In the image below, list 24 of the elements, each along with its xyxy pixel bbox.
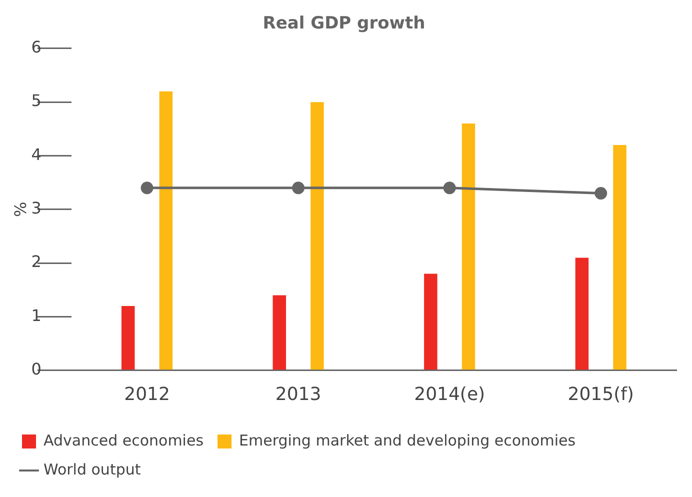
x-tick-label: 2013: [275, 384, 322, 405]
y-tick-label: 1: [31, 306, 42, 325]
x-tick-label: 2015(f): [568, 384, 634, 405]
y-tick-label: 5: [31, 91, 42, 110]
bar: [613, 145, 626, 370]
bar: [121, 306, 135, 370]
bar: [462, 124, 476, 370]
bar: [272, 295, 286, 370]
y-tick-label: 2: [31, 252, 42, 272]
y-tick-label: 0: [31, 360, 42, 379]
y-tick-label: 6: [31, 38, 42, 57]
x-tick-label: 2012: [124, 384, 170, 405]
legend-label: Advanced economies: [44, 431, 204, 450]
bar: [310, 102, 324, 370]
bar: [424, 274, 438, 370]
legend-label: Emerging market and developing economies: [239, 431, 576, 450]
bar: [575, 258, 589, 370]
y-tick-label: 3: [31, 198, 42, 218]
chart-title: Real GDP growth: [262, 14, 426, 34]
y-tick-label: 4: [31, 144, 42, 164]
bar: [159, 91, 173, 370]
x-tick-label: 2014(e): [414, 384, 486, 405]
y-axis-title: %: [10, 202, 30, 217]
legend-label: World output: [44, 460, 141, 478]
